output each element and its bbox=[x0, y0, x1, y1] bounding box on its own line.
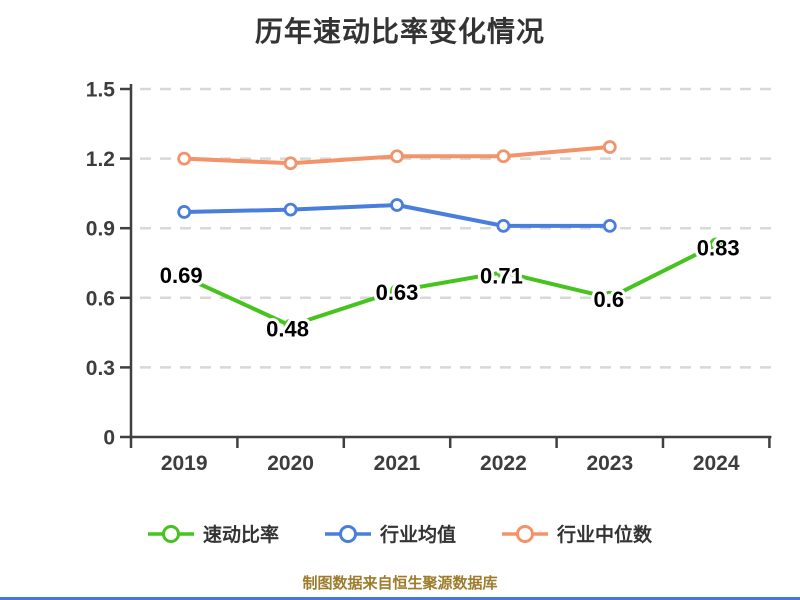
point-marker bbox=[709, 237, 724, 252]
point-marker bbox=[602, 290, 617, 305]
legend-marker-icon bbox=[324, 524, 371, 543]
x-axis-ticks: 2019 2020 2021 2022 2023 2024 bbox=[129, 437, 771, 475]
series-0 bbox=[177, 237, 724, 333]
x-tick-label: 2019 bbox=[161, 452, 208, 475]
legend-item-0: 速动比率 bbox=[147, 520, 279, 547]
axes bbox=[129, 84, 772, 439]
series-2 bbox=[177, 140, 617, 171]
data-labels: 0.69 0.48 0.63 0.71 0.6 0.83 bbox=[157, 232, 743, 344]
legend-item-1: 行业均值 bbox=[324, 520, 456, 547]
series-1 bbox=[177, 198, 617, 233]
chart-legend: 速动比率 行业均值 行业中位数 bbox=[0, 520, 800, 547]
point-marker bbox=[177, 151, 192, 166]
point-marker bbox=[390, 149, 404, 164]
data-source-caption: 制图数据来自恒生聚源数据库 bbox=[302, 575, 498, 592]
point-marker bbox=[496, 265, 511, 280]
y-tick-label: 0 bbox=[103, 427, 115, 450]
x-tick-label: 2022 bbox=[480, 452, 527, 475]
legend-item-2: 行业中位数 bbox=[502, 520, 652, 547]
point-label: 0.71 bbox=[480, 263, 523, 288]
chart-title: 历年速动比率变化情况 bbox=[254, 16, 545, 47]
y-tick-label: 0.3 bbox=[86, 357, 115, 380]
point-marker bbox=[496, 149, 511, 164]
point-marker bbox=[283, 318, 298, 333]
legend-marker-icon bbox=[147, 524, 194, 543]
x-tick-label: 2024 bbox=[693, 452, 740, 475]
bottom-accent-bar bbox=[0, 597, 800, 600]
y-tick-label: 1.5 bbox=[86, 79, 116, 102]
point-marker bbox=[283, 202, 298, 217]
point-label: 0.83 bbox=[697, 235, 740, 260]
point-marker bbox=[602, 218, 617, 233]
point-label: 0.6 bbox=[594, 287, 625, 312]
point-label: 0.48 bbox=[266, 317, 309, 342]
point-label: 0.63 bbox=[376, 280, 419, 305]
point-marker bbox=[390, 198, 404, 212]
x-tick-label: 2023 bbox=[586, 452, 633, 475]
point-marker bbox=[390, 283, 404, 298]
gridlines bbox=[140, 87, 773, 369]
legend-label: 速动比率 bbox=[202, 525, 279, 546]
y-tick-label: 0.6 bbox=[86, 287, 115, 310]
point-marker bbox=[177, 270, 192, 284]
point-marker bbox=[602, 140, 617, 154]
point-marker bbox=[177, 205, 192, 219]
point-marker bbox=[283, 156, 298, 171]
x-tick-label: 2020 bbox=[267, 452, 314, 475]
legend-label: 行业中位数 bbox=[557, 525, 653, 546]
x-tick-label: 2021 bbox=[374, 452, 421, 475]
y-tick-label: 1.2 bbox=[86, 148, 115, 171]
point-label: 0.69 bbox=[160, 263, 203, 288]
legend-label: 行业均值 bbox=[379, 525, 456, 546]
point-marker bbox=[496, 218, 511, 233]
y-axis-ticks: 0 0.3 0.6 0.9 1.2 1.5 bbox=[86, 79, 130, 450]
legend-marker-icon bbox=[502, 524, 548, 543]
y-tick-label: 0.9 bbox=[86, 218, 115, 241]
